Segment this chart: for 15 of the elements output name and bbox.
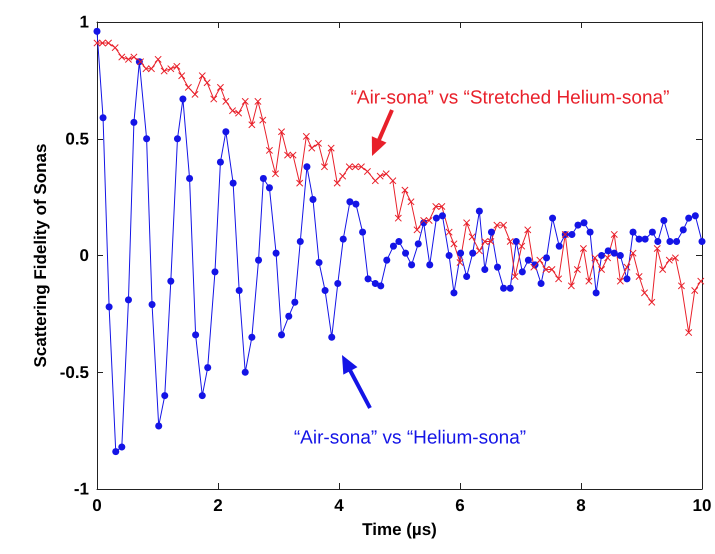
x-tick-label: 8: [576, 496, 586, 515]
y-axis-title: Scattering Fidelity of Sonas: [30, 144, 50, 368]
y-tick-label: -0.5: [60, 362, 89, 382]
y-tick-label: 0.5: [65, 129, 89, 148]
annotation: “Air-sona” vs “Helium-sona”: [294, 428, 526, 448]
x-tick-label: 0: [92, 496, 102, 515]
x-tick-label: 4: [334, 496, 344, 515]
annotation: “Air-sona” vs “Stretched Helium-sona”: [350, 88, 670, 108]
x-axis-title: Time (µs): [362, 520, 437, 539]
x-tick-label: 2: [213, 496, 223, 515]
y-tick-label: 0: [80, 246, 89, 265]
x-tick-label: 10: [692, 496, 712, 515]
y-tick-label: 1: [80, 12, 89, 32]
x-tick-label: 6: [455, 496, 465, 515]
y-tick-label: -1: [74, 480, 89, 498]
